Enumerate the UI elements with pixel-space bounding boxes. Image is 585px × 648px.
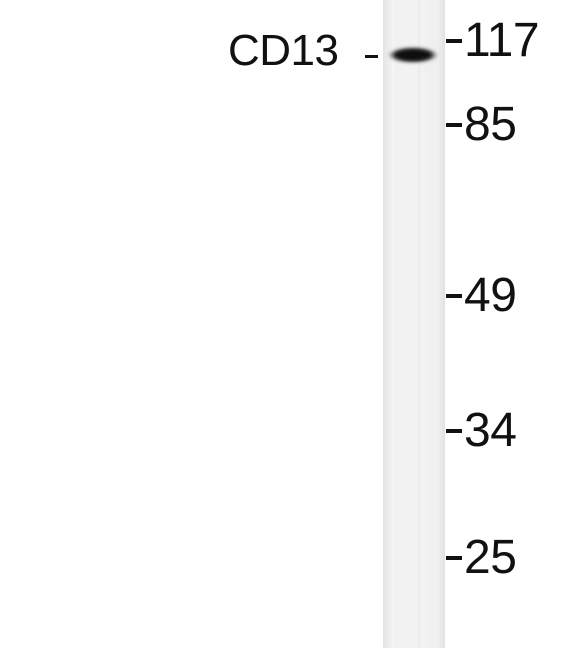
mw-marker-34: 34 [446,404,517,458]
mw-marker-label: 117 [464,14,540,67]
marker-tick [446,556,462,560]
mw-marker-85: 85 [446,98,517,152]
mw-marker-label: 34 [464,404,517,457]
protein-band-core [394,50,432,60]
band-pointer-dash [365,55,378,58]
band-label: CD13 [228,26,339,75]
lane-texture [392,0,395,648]
marker-tick [446,429,462,433]
marker-tick [446,294,462,298]
mw-marker-49: 49 [446,269,517,323]
marker-tick [446,39,462,43]
mw-marker-117: 117 [446,14,540,68]
mw-marker-label: 85 [464,98,517,151]
mw-marker-label: 25 [464,531,517,584]
mw-marker-label: 49 [464,269,517,322]
lane-texture [418,0,420,648]
marker-tick [446,123,462,127]
mw-marker-25: 25 [446,531,517,585]
